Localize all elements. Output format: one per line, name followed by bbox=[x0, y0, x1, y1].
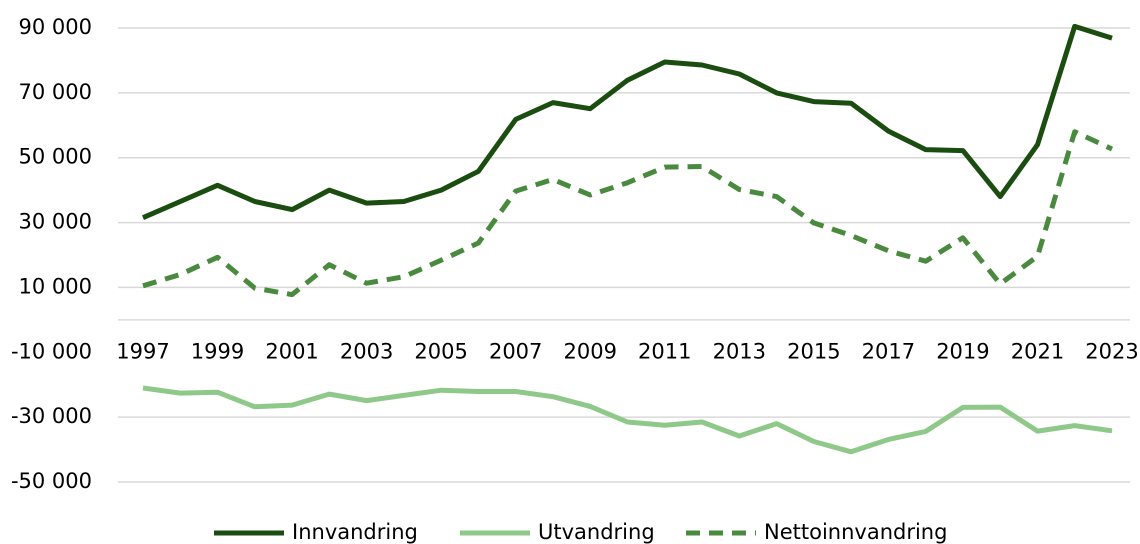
legend-label: Utvandring bbox=[538, 520, 655, 544]
y-tick-label: 90 000 bbox=[19, 15, 92, 39]
series-line bbox=[142, 23, 1113, 220]
x-tick-label: 2003 bbox=[340, 339, 393, 363]
y-tick-label: -10 000 bbox=[11, 339, 92, 363]
x-tick-label: 2009 bbox=[564, 339, 617, 363]
x-tick-label: 2023 bbox=[1085, 339, 1138, 363]
legend-label: Innvandring bbox=[292, 520, 418, 544]
series-line bbox=[142, 129, 1114, 298]
x-tick-label: 2019 bbox=[936, 339, 989, 363]
legend-label: Nettoinnvandring bbox=[764, 520, 947, 544]
x-tick-label: 2021 bbox=[1011, 339, 1064, 363]
y-tick-label: -50 000 bbox=[11, 469, 92, 493]
x-tick-label: 2013 bbox=[713, 339, 766, 363]
y-tick-label: 70 000 bbox=[19, 80, 92, 104]
x-tick-label: 2007 bbox=[489, 339, 542, 363]
y-tick-label: 30 000 bbox=[19, 210, 92, 234]
x-tick-label: 1997 bbox=[116, 339, 169, 363]
x-tick-label: 2017 bbox=[862, 339, 915, 363]
y-tick-label: -30 000 bbox=[11, 404, 92, 428]
y-tick-label: 10 000 bbox=[19, 274, 92, 298]
x-tick-label: 1999 bbox=[191, 339, 244, 363]
x-tick-label: 2015 bbox=[787, 339, 840, 363]
x-tick-label: 2005 bbox=[414, 339, 467, 363]
series-line bbox=[142, 385, 1113, 455]
x-tick-label: 2001 bbox=[265, 339, 318, 363]
y-tick-label: 50 000 bbox=[19, 145, 92, 169]
x-tick-label: 2011 bbox=[638, 339, 691, 363]
